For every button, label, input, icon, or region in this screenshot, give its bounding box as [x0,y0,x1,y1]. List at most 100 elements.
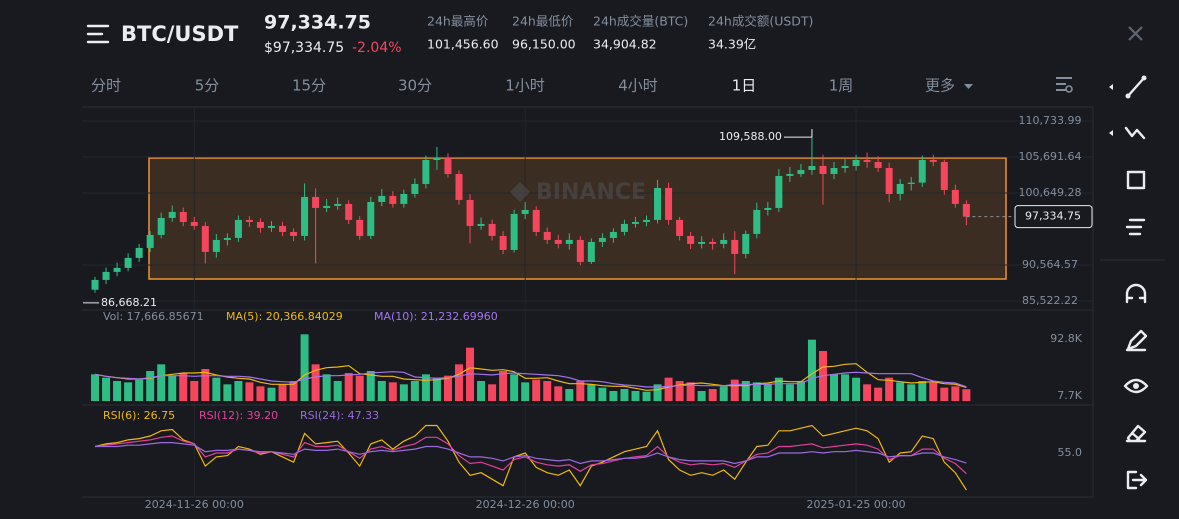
volume-bar [278,384,287,401]
candle-body [223,237,231,240]
volume-bar [322,374,331,401]
candle-body [631,221,639,224]
close-glyph[interactable] [1128,26,1143,41]
candle-body [687,235,695,244]
menu-glyph[interactable] [86,24,110,44]
candle-body [830,167,838,174]
volume-bar [256,386,265,401]
candle-body [212,239,220,252]
volume-bar [863,384,872,401]
volume-bar [907,384,916,401]
stat-value: 96,150.00 [512,37,576,52]
candle-body [102,271,110,280]
volume-bar [124,382,133,401]
candle-body [565,239,573,244]
candle-body [532,209,540,232]
volume-bar [190,381,199,401]
candle-body [951,189,959,204]
timeframe-tab[interactable]: 1小时 [505,77,545,95]
volume-bar [664,377,673,401]
candle-body [609,231,617,238]
volume-bar [719,386,728,401]
volume-bar [366,371,375,401]
y-tick-label: 85,522.22 [1022,294,1078,307]
magnet-tool[interactable] [1125,283,1147,304]
rect-tool[interactable] [1126,170,1146,190]
volume-bar [918,381,927,401]
erase-tool[interactable] [1125,424,1147,443]
volume-bar [102,377,111,401]
volume-bar [609,391,618,401]
settings-glyph[interactable] [1056,77,1072,91]
price-tag [1014,205,1093,229]
volume-bar [521,382,530,401]
timeframe-tab[interactable]: 更多 [925,77,955,95]
volume-bar [135,379,144,401]
menu-icon[interactable] [86,24,110,44]
legend-entry: MA(5): 20,366.84029 [226,310,343,323]
stat-label: 24h最低价 [512,14,574,29]
pen-tool[interactable] [1125,329,1148,352]
volume-bar [223,384,232,401]
visibility-tool[interactable] [1133,383,1139,389]
candle-body [786,173,794,176]
stat-label: 24h最高价 [427,14,489,29]
candle-body [267,225,275,228]
candle-body [841,165,849,168]
volume-label: Vol: 17,666.85671 [103,310,204,323]
exit-tool[interactable] [1126,470,1148,490]
timeframe-tab[interactable]: 30分 [398,77,432,95]
volume-bar [333,381,342,401]
volume-bar [300,334,309,401]
text-tool[interactable] [1125,218,1146,236]
volume-bar [201,369,210,401]
dropdown-arrow[interactable] [964,84,973,89]
candle-body [312,196,320,208]
candle-body [521,209,529,214]
stat-label: 24h成交量(BTC) [593,14,688,29]
chart-settings[interactable] [1056,77,1073,93]
candle-body [301,196,309,236]
candle-body [576,239,584,262]
candle-body [146,234,154,248]
y-tick-label: 55.0 [1058,446,1083,459]
timeframe-tab[interactable]: 1周 [829,77,854,95]
stat-value: 34,904.82 [593,37,657,52]
timeframe-tab[interactable]: 分时 [91,77,121,95]
volume-bar [852,377,861,401]
candle-body [234,219,242,238]
volume-bar [962,389,971,401]
candle-body [598,237,606,242]
line-tool[interactable] [1141,75,1147,81]
close-icon[interactable] [1128,26,1143,41]
candle-body [808,165,816,170]
timeframe-tab[interactable]: 1日 [732,77,757,95]
y-tick-label: 7.7K [1057,389,1082,402]
expand-arrow[interactable] [1109,84,1113,90]
timeframe-tab[interactable]: 15分 [292,77,326,95]
timeframe-tab[interactable]: 5分 [195,77,220,95]
candle-body [455,173,463,200]
volume-bar [675,381,684,401]
settings-glyph[interactable] [1065,85,1073,93]
visibility-tool[interactable] [1123,378,1149,394]
candle-body [510,213,518,250]
volume-ma [94,371,967,388]
line-tool[interactable] [1126,76,1146,98]
legend-entry: RSI(12): 39.20 [199,409,278,422]
volume-bar [841,374,850,401]
line-tool[interactable] [1125,93,1131,99]
y-tick-label: 110,733.99 [1019,114,1082,127]
volume-bar [466,347,475,401]
volume-bar [168,375,177,401]
timeframe-tab[interactable]: 4小时 [618,77,658,95]
volume-bar [587,384,596,401]
candle-body [400,193,408,204]
candle-body [852,159,860,166]
fib-tool[interactable] [1124,126,1146,140]
expand-arrow[interactable] [1109,130,1113,136]
volume-bar [951,386,960,401]
stat-value: 34.39亿 [708,37,756,52]
volume-bar [421,374,430,401]
candle-body [190,221,198,226]
